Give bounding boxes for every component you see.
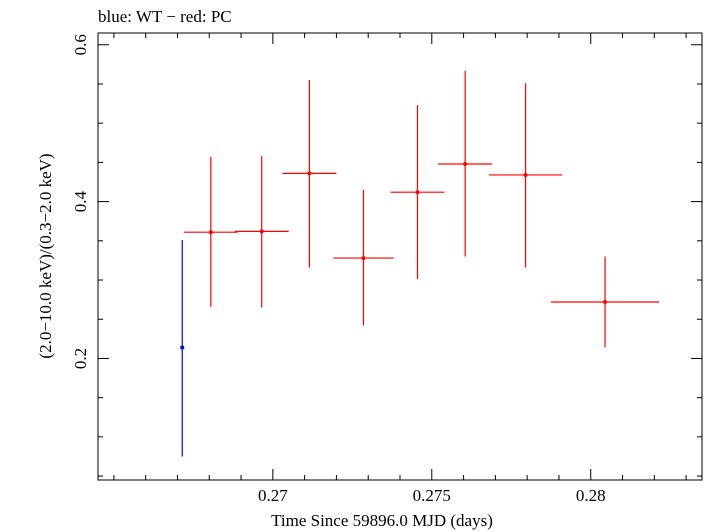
pc-data-point: [361, 256, 366, 261]
x-tick-label: 0.27: [258, 486, 288, 505]
plot-frame: [97, 32, 703, 481]
pc-data-point: [463, 161, 468, 166]
pc-data-point: [208, 230, 213, 235]
data-marks: [180, 70, 660, 457]
x-tick-label: 0.275: [413, 486, 451, 505]
pc-data-point: [259, 229, 264, 234]
y-tick-label: 0.2: [71, 348, 90, 369]
chart-title: blue: WT − red: PC: [98, 7, 232, 26]
x-tick-label: 0.28: [576, 486, 606, 505]
y-axis-label: (2.0−10.0 keV)/(0.3−2.0 keV): [36, 153, 55, 358]
axis-ticks: 0.27 0.275 0.28 0.2 0.4 0.6: [71, 33, 702, 505]
y-tick-label: 0.6: [71, 34, 90, 55]
pc-data-point: [415, 190, 420, 195]
wt-data-point: [180, 345, 185, 350]
x-axis-label: Time Since 59896.0 MJD (days): [271, 511, 493, 530]
pc-data-point: [307, 171, 312, 176]
y-tick-label: 0.4: [71, 190, 90, 212]
pc-data-point: [523, 172, 528, 177]
pc-data-point: [603, 299, 608, 304]
